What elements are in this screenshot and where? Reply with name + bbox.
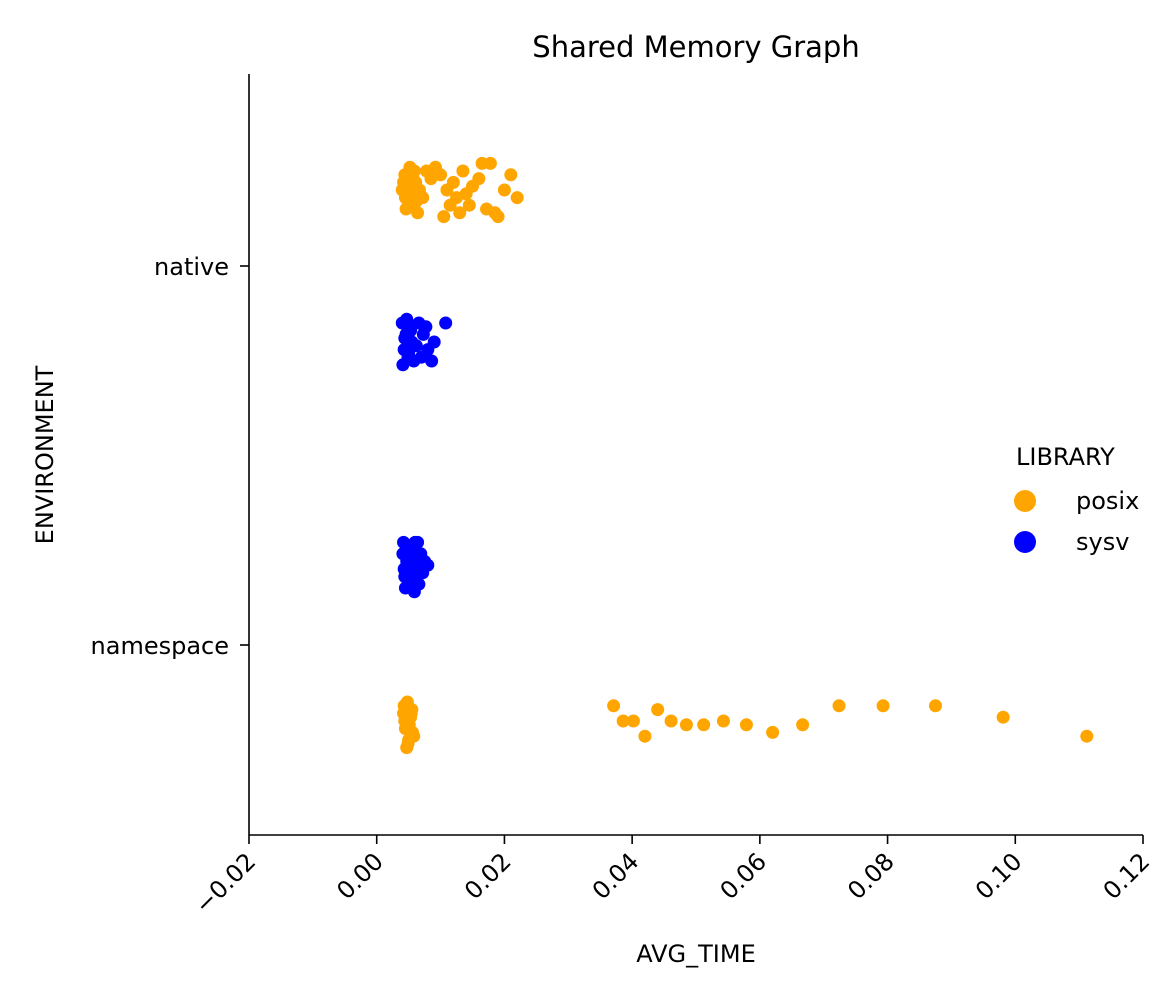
point-posix <box>607 699 621 713</box>
legend-label-posix: posix <box>1076 487 1139 515</box>
point-posix <box>497 183 511 197</box>
point-posix <box>651 703 665 717</box>
point-posix <box>510 191 524 205</box>
point-posix <box>928 699 942 713</box>
point-posix <box>616 714 630 728</box>
x-tick-label: 0.04 <box>587 847 645 905</box>
point-sysv <box>411 535 425 549</box>
point-sysv <box>427 335 441 349</box>
legend-title: LIBRARY <box>1016 443 1115 471</box>
point-posix <box>876 699 890 713</box>
point-sysv <box>396 358 410 372</box>
point-sysv <box>404 324 418 338</box>
point-posix <box>664 714 678 728</box>
point-posix <box>472 172 486 186</box>
point-posix <box>491 210 505 224</box>
x-tick-label: 0.10 <box>970 847 1028 905</box>
point-sysv <box>425 354 439 368</box>
x-axis-ticks: −0.02 0.00 0.02 0.04 0.06 0.08 0.10 0.12 <box>189 835 1155 919</box>
point-posix <box>446 175 460 189</box>
point-posix <box>483 156 497 170</box>
y-axis-ticks: native namespace <box>91 253 249 660</box>
point-posix <box>796 718 810 732</box>
point-posix <box>401 737 415 751</box>
x-tick-label: −0.02 <box>189 847 261 919</box>
x-tick-label: 0.12 <box>1098 847 1156 905</box>
point-posix <box>739 718 753 732</box>
point-posix <box>638 729 652 743</box>
point-posix <box>832 699 846 713</box>
point-posix <box>398 168 412 182</box>
point-posix <box>405 198 419 212</box>
point-posix <box>504 168 518 182</box>
point-sysv <box>409 339 423 353</box>
legend-marker-posix <box>1014 490 1036 512</box>
x-tick-label: 0.02 <box>459 847 517 905</box>
y-tick-label: namespace <box>91 632 229 660</box>
point-posix <box>437 210 451 224</box>
point-posix <box>462 198 476 212</box>
x-tick-label: 0.06 <box>715 847 773 905</box>
point-posix <box>679 718 693 732</box>
point-posix <box>716 714 730 728</box>
chart-title: Shared Memory Graph <box>532 30 859 64</box>
point-sysv <box>421 558 435 572</box>
point-sysv <box>405 570 419 584</box>
point-posix <box>456 164 470 178</box>
point-posix <box>626 714 640 728</box>
point-posix <box>434 168 448 182</box>
x-tick-label: 0.00 <box>331 847 389 905</box>
legend-label-sysv: sysv <box>1076 528 1129 556</box>
point-posix <box>697 718 711 732</box>
point-posix <box>416 191 430 205</box>
x-tick-label: 0.08 <box>842 847 900 905</box>
point-sysv <box>400 312 414 326</box>
legend-marker-sysv <box>1014 531 1036 553</box>
point-sysv <box>419 320 433 334</box>
x-axis-label: AVG_TIME <box>636 940 756 968</box>
point-posix <box>996 710 1010 724</box>
chart-marks <box>395 156 1094 755</box>
point-posix <box>766 725 780 739</box>
point-posix <box>453 206 467 220</box>
y-axis-label: ENVIRONMENT <box>31 365 59 544</box>
y-tick-label: native <box>154 253 229 281</box>
point-posix <box>404 706 418 720</box>
point-sysv <box>439 316 453 330</box>
point-posix <box>1080 729 1094 743</box>
legend: LIBRARY posix sysv <box>1014 443 1139 556</box>
